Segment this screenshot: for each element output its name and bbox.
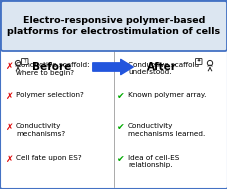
Text: ✔: ✔ (116, 62, 124, 71)
FancyBboxPatch shape (195, 59, 201, 64)
Text: ✔: ✔ (116, 155, 124, 164)
Text: ✗: ✗ (6, 155, 14, 164)
Text: Conductive scaffold:
where to begin?: Conductive scaffold: where to begin? (16, 62, 89, 75)
Text: Conductivity
mechanisms learned.: Conductivity mechanisms learned. (127, 123, 204, 136)
Text: ✗: ✗ (6, 92, 14, 101)
Text: ✔: ✔ (116, 92, 124, 101)
Text: Cell fate upon ES?: Cell fate upon ES? (16, 155, 81, 161)
Text: Conductivity
mechanisms?: Conductivity mechanisms? (16, 123, 65, 136)
Text: Conductive scaffold
understood.: Conductive scaffold understood. (127, 62, 198, 75)
Text: ?: ? (23, 59, 26, 64)
FancyBboxPatch shape (1, 1, 226, 51)
Text: After: After (146, 62, 176, 72)
Text: ✔: ✔ (116, 123, 124, 132)
Text: Known polymer array.: Known polymer array. (127, 92, 205, 98)
Text: Polymer selection?: Polymer selection? (16, 92, 84, 98)
Text: ✗: ✗ (6, 62, 14, 71)
Text: Electro-responsive polymer-based
platforms for electrostimulation of cells: Electro-responsive polymer-based platfor… (7, 16, 220, 36)
Text: Before: Before (32, 62, 71, 72)
FancyBboxPatch shape (21, 59, 28, 64)
Text: ✗: ✗ (6, 123, 14, 132)
FancyArrowPatch shape (92, 59, 133, 75)
Text: Idea of cell-ES
relationship.: Idea of cell-ES relationship. (127, 155, 179, 169)
Text: ✦: ✦ (196, 59, 200, 64)
